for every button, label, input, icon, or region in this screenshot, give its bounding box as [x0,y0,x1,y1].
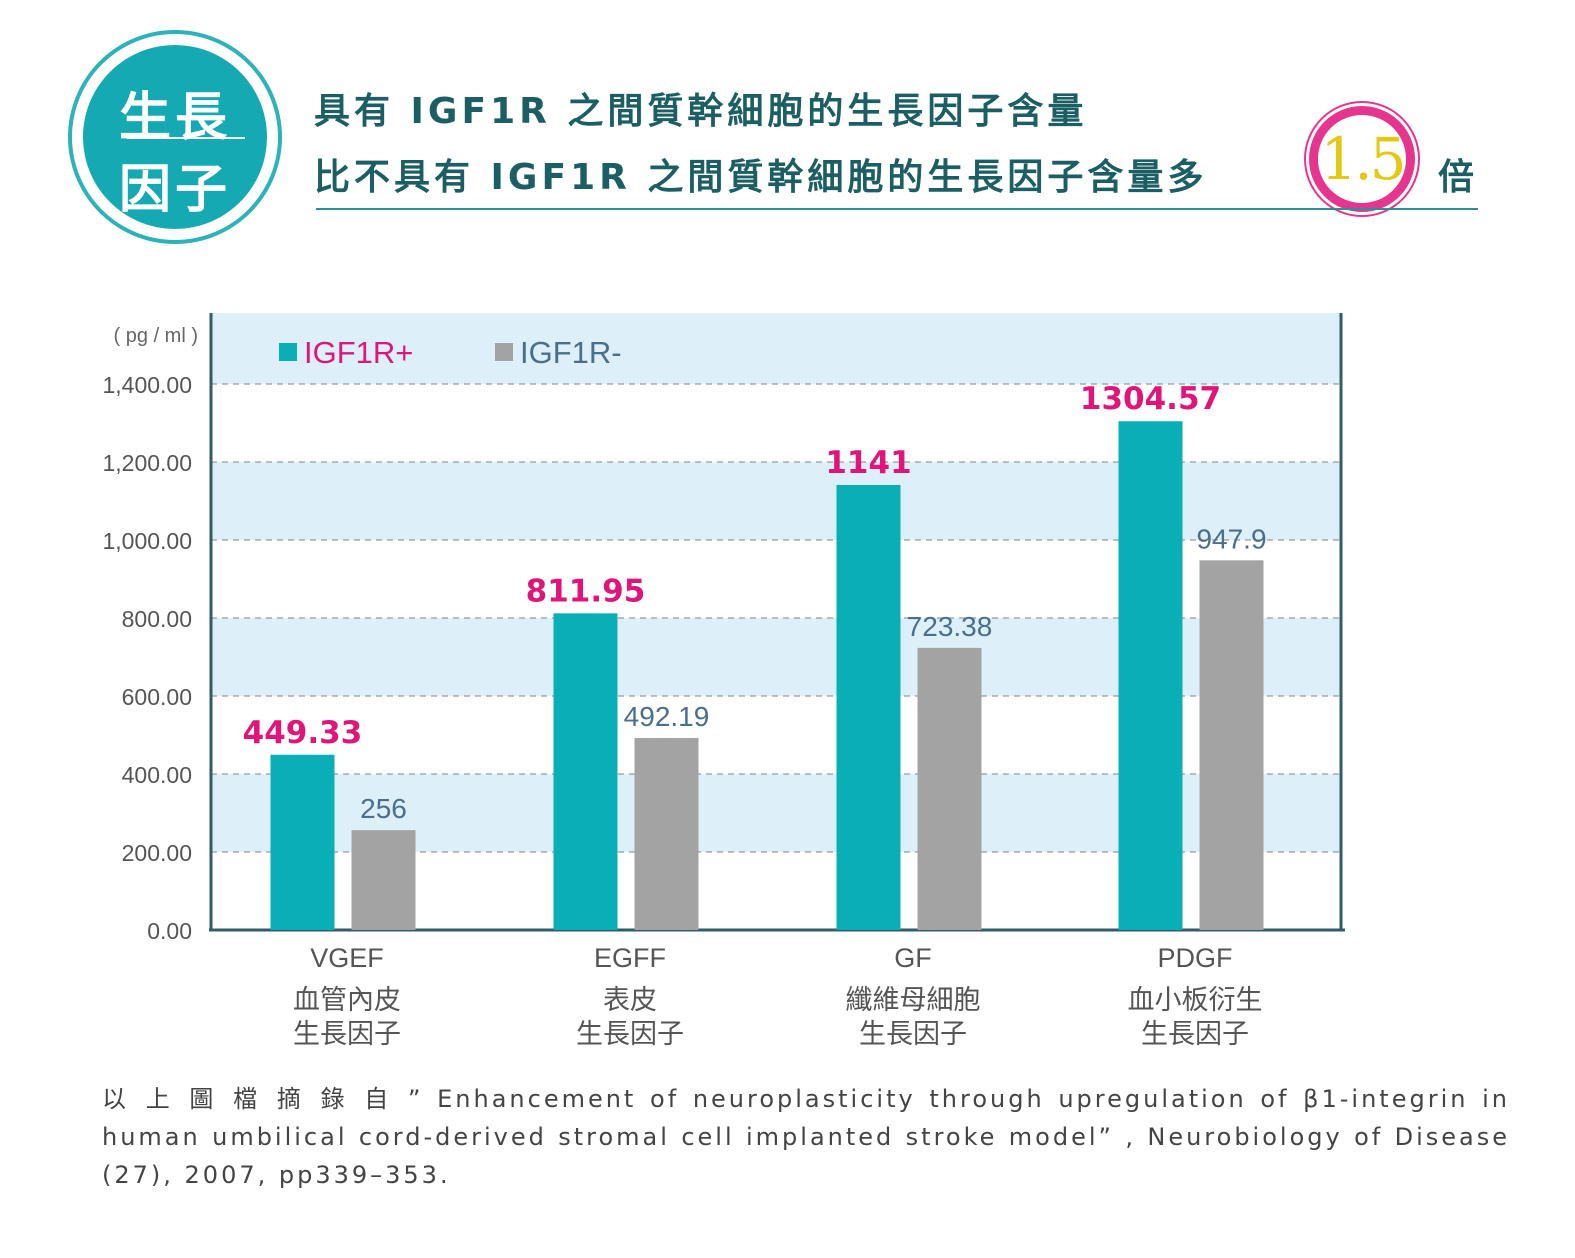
legend-swatch-negative [495,343,513,361]
bar-positive [836,485,901,930]
headline-rule [316,208,1478,210]
x-category-label: VGEF [310,943,384,973]
y-tick-label: 400.00 [122,762,192,788]
bar-negative [634,738,699,930]
data-label-positive: 1141 [825,445,911,481]
bar-negative [351,830,416,930]
headline-line-2: 比不具有 IGF1R 之間質幹細胞的生長因子含量多 [314,157,1208,198]
x-category-label: PDGF [1157,943,1232,973]
growth-factor-badge: 生長 因子 [68,30,282,244]
y-tick-label: 0.00 [147,918,192,944]
data-label-positive: 449.33 [243,715,363,751]
data-label-negative: 256 [360,793,407,824]
bar-positive [1118,421,1183,930]
data-label-positive: 811.95 [526,573,646,609]
bar-positive [553,613,618,930]
multiplier-value: 1.5 [1318,115,1407,203]
background-band [211,313,1341,384]
y-tick-label: 1,200.00 [102,450,192,476]
y-tick-label: 1,400.00 [102,372,192,398]
x-category-sublabel: 纖維母細胞 [846,985,981,1016]
x-category-sublabel: 生長因子 [576,1019,684,1050]
y-unit-label: ( pg / ml ) [114,325,198,347]
badge-line-2: 因子 [118,160,231,220]
data-label-negative: 947.9 [1196,523,1266,554]
citation: 以 上 圖 檔 摘 錄 自 ” Enhancement of neuroplas… [102,1085,1510,1189]
bar-negative [1199,560,1264,930]
x-category-sublabel: 生長因子 [859,1019,967,1050]
x-category-sublabel: 生長因子 [1141,1019,1249,1050]
y-tick-label: 200.00 [122,840,192,866]
multiplier-suffix: 倍 [1438,157,1475,198]
multiplier-badge: 1.5 [1306,103,1418,215]
x-category-sublabel: 生長因子 [293,1019,401,1050]
legend-swatch-positive [279,343,297,361]
bar-chart: 0.00 200.00 400.00 600.00 800.00 1,000.00 1,20… [102,313,1345,1050]
badge-circle: 生長 因子 [83,45,267,229]
legend-label-negative: IGF1R- [520,335,622,370]
x-category-label: GF [894,943,932,973]
y-tick-label: 600.00 [122,684,192,710]
x-category-label: EGFF [594,943,666,973]
y-tick-label: 1,000.00 [102,528,192,554]
data-label-positive: 1304.57 [1080,381,1221,417]
x-category-sublabel: 血管內皮 [293,985,401,1016]
x-category-sublabel: 血小板衍生 [1128,985,1263,1016]
headline-line-1: 具有 IGF1R 之間質幹細胞的生長因子含量 [314,91,1088,132]
data-label-negative: 723.38 [907,611,993,642]
data-label-negative: 492.19 [624,701,710,732]
x-category-sublabel: 表皮 [603,985,657,1016]
y-tick-label: 800.00 [122,606,192,632]
badge-divider [127,137,245,139]
bar-positive [270,754,335,930]
legend-label-positive: IGF1R+ [304,335,413,370]
bar-negative [917,647,982,930]
